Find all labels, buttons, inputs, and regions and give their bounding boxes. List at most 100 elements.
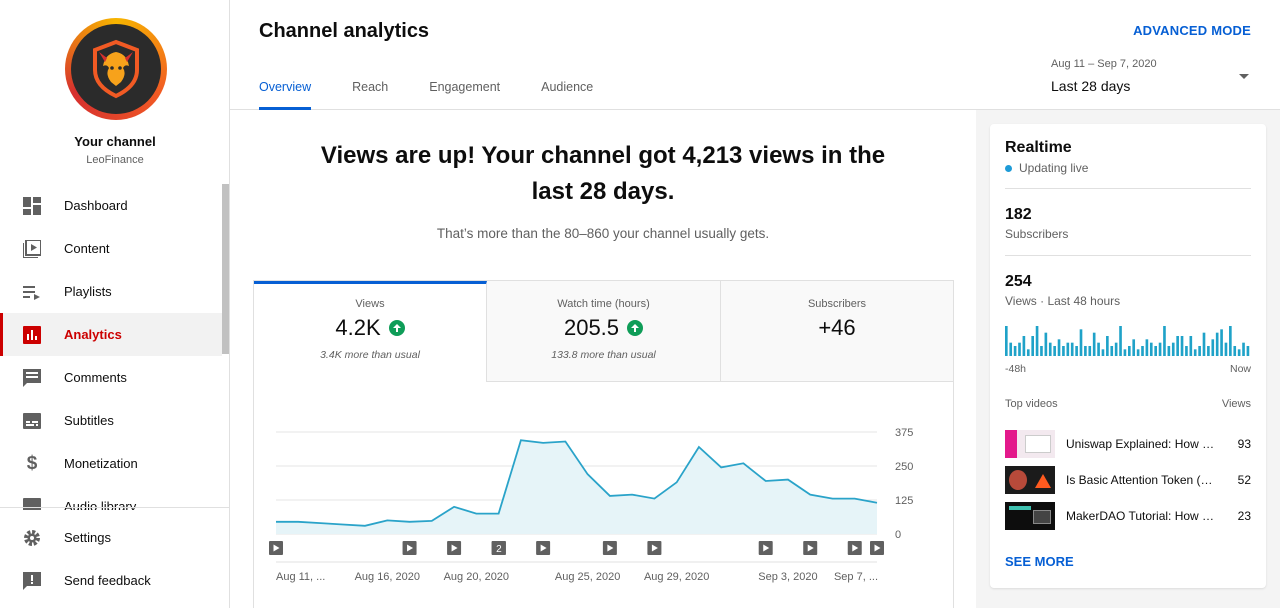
video-title: MakerDAO Tutorial: How to...: [1066, 509, 1216, 523]
views-line: [276, 439, 878, 527]
realtime-bar: [1171, 342, 1175, 356]
realtime-bar: [1202, 332, 1206, 356]
video-publish-marker[interactable]: [402, 541, 417, 555]
tab-reach[interactable]: Reach: [352, 80, 389, 94]
sidebar-item-subtitles[interactable]: Subtitles: [0, 399, 222, 442]
realtime-bar: [1246, 346, 1250, 356]
realtime-bar: [1167, 346, 1171, 356]
realtime-bar: [1106, 336, 1109, 356]
metric-tab-subscribers[interactable]: Subscribers +46: [721, 281, 953, 382]
video-publish-marker[interactable]: [870, 541, 884, 555]
metrics-card: Views 4.2K 3.4K more than usual Watch ti…: [253, 280, 954, 608]
sidebar-item-label: Subtitles: [64, 413, 114, 428]
sidebar-item-audio-library[interactable]: Audio library: [0, 485, 222, 510]
sidebar-item-label: Audio library: [64, 499, 137, 510]
subtitles-icon: [22, 411, 42, 431]
realtime-bar: [1031, 336, 1034, 356]
views-chart[interactable]: 0 125 250 375 2 Aug 11, ... Aug 16, 2020 Aug 20…: [254, 382, 953, 608]
video-publish-marker[interactable]: [803, 541, 818, 555]
views-column-label: Views: [1221, 398, 1251, 410]
realtime-bar: [1154, 346, 1157, 356]
advanced-mode-button[interactable]: ADVANCED MODE: [1133, 23, 1251, 38]
video-count-badge[interactable]: 2: [491, 541, 506, 555]
video-publish-marker[interactable]: [647, 541, 662, 555]
video-publish-marker[interactable]: [447, 541, 462, 555]
realtime-bar: [1053, 346, 1056, 356]
sidebar-item-send-feedback[interactable]: Send feedback: [0, 559, 229, 602]
video-publish-marker[interactable]: [758, 541, 773, 555]
realtime-bar: [1044, 332, 1048, 356]
sidebar-item-playlists[interactable]: Playlists: [0, 270, 222, 313]
realtime-bar: [1185, 346, 1188, 356]
sidebar-scrollbar[interactable]: [222, 184, 229, 354]
realtime-bar: [1057, 339, 1061, 356]
realtime-bar: [1176, 336, 1179, 356]
metric-tab-views[interactable]: Views 4.2K 3.4K more than usual: [254, 281, 487, 382]
sidebar-item-dashboard[interactable]: Dashboard: [0, 184, 222, 227]
sidebar-item-label: Settings: [64, 530, 111, 545]
sidebar-item-content[interactable]: Content: [0, 227, 222, 270]
sidebar-item-settings[interactable]: Settings: [0, 516, 229, 559]
realtime-bar: [1180, 336, 1184, 356]
channel-avatar[interactable]: [65, 18, 167, 120]
realtime-bar: [1101, 349, 1105, 356]
y-tick-label: 250: [895, 461, 913, 473]
divider: [1005, 188, 1251, 189]
top-video-row[interactable]: MakerDAO Tutorial: How to... 23: [1005, 502, 1251, 530]
video-title: Uniswap Explained: How to...: [1066, 437, 1216, 451]
monetization-icon: $: [26, 452, 38, 474]
x-tick-label: Aug 25, 2020: [555, 571, 620, 583]
sidebar-item-analytics[interactable]: Analytics: [0, 313, 222, 356]
realtime-bar: [1075, 346, 1078, 356]
views-area: [276, 440, 877, 534]
realtime-bar: [1207, 346, 1210, 356]
top-video-row[interactable]: Is Basic Attention Token (B... 52: [1005, 466, 1251, 494]
x-tick-label: Aug 29, 2020: [644, 571, 709, 583]
realtime-bar: [1224, 342, 1228, 356]
page-title: Channel analytics: [259, 20, 430, 42]
top-video-row[interactable]: Uniswap Explained: How to... 93: [1005, 430, 1251, 458]
sidebar-item-comments[interactable]: Comments: [0, 356, 222, 399]
realtime-bar: [1079, 329, 1083, 356]
video-publish-marker[interactable]: [536, 541, 551, 555]
see-more-button[interactable]: SEE MORE: [1005, 554, 1074, 569]
realtime-bar: [1005, 326, 1008, 356]
realtime-bar: [1136, 349, 1140, 356]
divider: [1005, 255, 1251, 256]
dashboard-icon: [22, 196, 42, 216]
realtime-card: Realtime Updating live 182 Subscribers 2…: [990, 124, 1266, 588]
live-label: Updating live: [1019, 161, 1089, 175]
realtime-bar: [1163, 326, 1166, 356]
metric-label: Subscribers: [807, 298, 867, 310]
video-publish-marker[interactable]: [269, 541, 283, 555]
realtime-bar: [1097, 342, 1100, 356]
gear-icon: [22, 528, 42, 548]
tab-overview[interactable]: Overview: [259, 80, 312, 110]
date-range-text[interactable]: Aug 11 – Sep 7, 2020: [1051, 58, 1157, 70]
chevron-down-icon[interactable]: [1239, 74, 1249, 79]
video-publish-marker[interactable]: [602, 541, 617, 555]
realtime-bar: [1070, 342, 1074, 356]
views-48h-count: 254: [1005, 273, 1032, 290]
realtime-bar: [1237, 349, 1241, 356]
realtime-bar: [1048, 342, 1052, 356]
live-indicator: Updating live: [1005, 161, 1088, 175]
realtime-bar: [1198, 346, 1201, 356]
realtime-bar: [1066, 342, 1070, 356]
subscribers-count: 182: [1005, 206, 1032, 223]
y-tick-label: 375: [895, 427, 913, 439]
x-tick-label: Aug 20, 2020: [444, 571, 509, 583]
realtime-bar: [1132, 339, 1136, 356]
axis-left-label: -48h: [1005, 363, 1027, 375]
realtime-bar: [1092, 332, 1096, 356]
video-publish-marker[interactable]: [847, 541, 862, 555]
realtime-bar-chart[interactable]: [1005, 324, 1251, 356]
video-thumbnail: [1005, 466, 1055, 494]
metric-tab-watch-time[interactable]: Watch time (hours) 205.5 133.8 more than…: [487, 281, 721, 382]
sidebar-item-monetization[interactable]: $ Monetization: [0, 442, 222, 485]
date-period-select[interactable]: Last 28 days: [1051, 78, 1131, 94]
tab-engagement[interactable]: Engagement: [429, 80, 501, 94]
tab-audience[interactable]: Audience: [541, 80, 594, 94]
feedback-icon: [22, 571, 42, 591]
realtime-bar: [1211, 339, 1215, 356]
